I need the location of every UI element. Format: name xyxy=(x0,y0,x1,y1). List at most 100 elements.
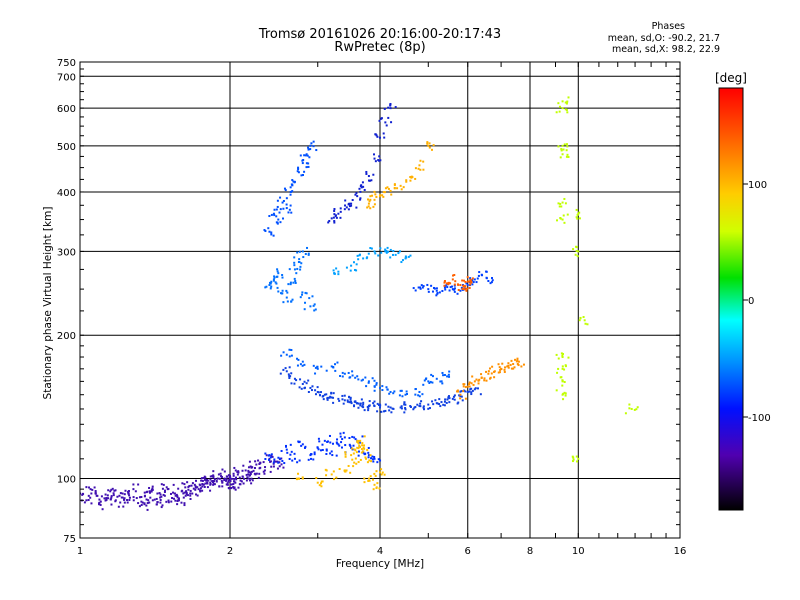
data-point-jitter xyxy=(276,199,279,202)
data-point-jitter xyxy=(462,279,465,282)
data-point-jitter xyxy=(417,286,420,289)
data-point-jitter xyxy=(128,498,131,501)
cluster-e-region-trace xyxy=(80,454,285,511)
data-point-jitter xyxy=(442,374,445,377)
x-tick-label: 2 xyxy=(227,546,233,557)
data-point-jitter xyxy=(476,387,479,390)
x-tick-label: 4 xyxy=(377,546,383,557)
data-point-jitter xyxy=(436,402,439,405)
data-point-jitter xyxy=(105,498,108,501)
data-point xyxy=(435,289,438,292)
data-point xyxy=(285,353,288,356)
data-point-jitter xyxy=(438,402,441,405)
data-point-jitter xyxy=(354,401,357,404)
data-point-jitter xyxy=(347,464,350,467)
data-point xyxy=(384,121,387,124)
x-tick-label: 1 xyxy=(77,546,83,557)
data-point-jitter xyxy=(151,485,154,488)
data-point-jitter xyxy=(275,275,278,278)
data-point-jitter xyxy=(458,394,461,397)
data-point-jitter xyxy=(114,500,117,503)
data-point-jitter xyxy=(562,398,565,401)
data-point-jitter xyxy=(253,472,256,475)
data-point-jitter xyxy=(317,391,320,394)
data-point-jitter xyxy=(227,474,230,477)
data-point xyxy=(459,289,462,292)
data-point-jitter xyxy=(309,148,312,151)
data-point-jitter xyxy=(303,170,306,173)
data-point-jitter xyxy=(278,461,281,464)
data-point-jitter xyxy=(566,145,569,148)
data-point-jitter xyxy=(560,149,563,152)
data-point-jitter xyxy=(390,121,393,124)
data-point xyxy=(427,403,430,406)
data-point-jitter xyxy=(422,160,425,163)
data-point-jitter xyxy=(289,193,292,196)
data-point-jitter xyxy=(333,220,336,223)
data-point xyxy=(281,201,284,204)
data-point-jitter xyxy=(335,454,338,457)
data-point xyxy=(583,319,586,322)
data-point-jitter xyxy=(497,363,500,366)
data-point-jitter xyxy=(127,490,130,493)
data-point-jitter xyxy=(453,287,456,290)
data-point-jitter xyxy=(485,270,488,273)
data-point-jitter xyxy=(278,211,281,214)
data-point-jitter xyxy=(461,287,464,290)
data-point-jitter xyxy=(290,349,293,352)
data-point-jitter xyxy=(332,401,335,404)
data-point-jitter xyxy=(220,475,223,478)
data-point-jitter xyxy=(470,382,473,385)
data-point-jitter xyxy=(367,479,370,482)
data-point-jitter xyxy=(296,357,299,360)
data-point-jitter xyxy=(351,199,354,202)
data-point-jitter xyxy=(201,482,204,485)
data-point-jitter xyxy=(110,496,113,499)
data-point xyxy=(226,483,229,486)
data-point-jitter xyxy=(132,483,135,486)
data-point xyxy=(427,144,430,147)
data-point-jitter xyxy=(375,383,378,386)
data-point-jitter xyxy=(321,480,324,483)
data-point xyxy=(268,457,271,460)
data-point-jitter xyxy=(379,159,382,162)
data-point xyxy=(277,272,280,275)
data-point-jitter xyxy=(425,377,428,380)
data-point-jitter xyxy=(281,276,284,279)
data-point-jitter xyxy=(242,464,245,467)
data-point-jitter xyxy=(562,214,565,217)
data-point-jitter xyxy=(374,160,377,163)
data-point-jitter xyxy=(201,489,204,492)
data-point xyxy=(466,385,469,388)
data-point-jitter xyxy=(328,219,331,222)
data-point-jitter xyxy=(464,288,467,291)
cluster-f2-o-trace xyxy=(327,102,397,224)
data-point-jitter xyxy=(167,499,170,502)
data-point-jitter xyxy=(360,186,363,189)
data-point-jitter xyxy=(288,457,291,460)
data-point-jitter xyxy=(176,503,179,506)
y-axis-ticks: 75 100 200 300 400 500 600 700 750 xyxy=(57,58,680,545)
data-point xyxy=(89,488,92,491)
data-point-jitter xyxy=(507,366,510,369)
data-point-jitter xyxy=(106,494,109,497)
data-point-jitter xyxy=(363,481,366,484)
data-point xyxy=(215,479,218,482)
data-point-jitter xyxy=(493,376,496,379)
data-point-jitter xyxy=(560,352,563,355)
data-point-jitter xyxy=(383,473,386,476)
data-point-jitter xyxy=(367,198,370,201)
data-point-jitter xyxy=(276,268,279,271)
data-point-jitter xyxy=(349,444,352,447)
data-point-jitter xyxy=(285,289,288,292)
data-point-jitter xyxy=(279,196,282,199)
data-point-jitter xyxy=(381,385,384,388)
data-point-jitter xyxy=(436,292,439,295)
data-point xyxy=(281,289,284,292)
data-point-jitter xyxy=(209,481,212,484)
phase-info-o-mode: mean, sd,O: -90.2, 21.7 xyxy=(607,33,720,44)
data-point-jitter xyxy=(335,476,338,479)
data-point-jitter xyxy=(359,404,362,407)
data-point-jitter xyxy=(385,124,388,127)
cluster-f1-upper-spread xyxy=(280,348,451,398)
